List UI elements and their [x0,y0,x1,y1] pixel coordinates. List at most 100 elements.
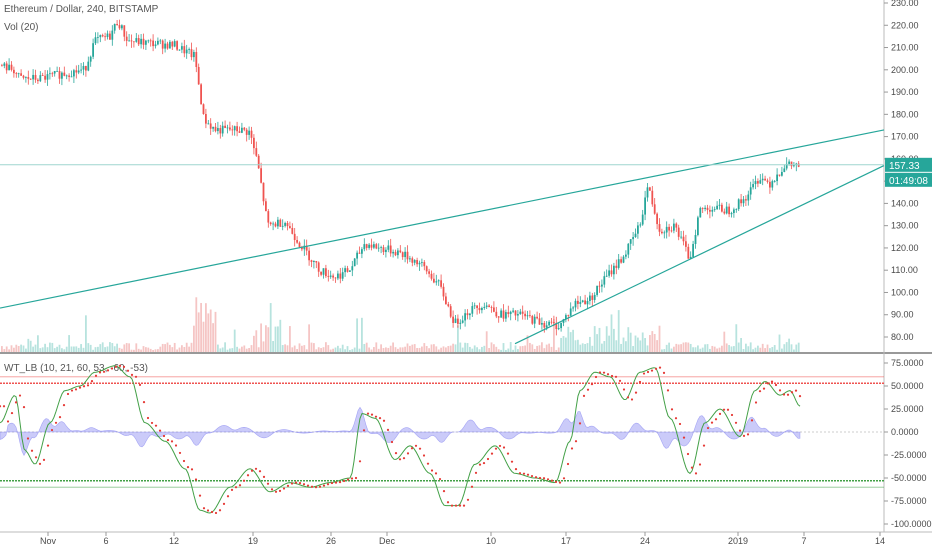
candle-body [207,123,210,125]
volume-bar [509,342,512,352]
candle-body [248,130,250,135]
candle-body [65,75,68,77]
candle-body [284,222,286,226]
wt2-dot [310,485,314,488]
volume-bar [514,345,517,352]
volume-bar [507,348,510,352]
volume-bar [577,339,579,352]
wt2-dot [230,488,234,491]
volume-bar [202,321,205,352]
candle-body [375,244,378,249]
countdown-tag [885,172,932,187]
volume-bar [473,345,476,352]
candle-body [277,219,279,227]
candle-body [685,241,687,247]
candle-body [476,305,478,308]
volume-bar [375,342,378,352]
volume-bar [673,346,675,352]
volume-bar [490,342,493,352]
volume-bar [687,342,690,352]
volume-bar [649,334,651,352]
candle-body [543,322,546,328]
candle-body [118,25,121,29]
volume-bar [730,346,733,352]
volume-bar [130,349,133,352]
wt2-dot [270,488,274,491]
candle-body [697,217,699,236]
wt2-dot [66,392,70,396]
volume-bar [670,348,673,352]
wt2-dot [438,477,442,481]
volume-bar [682,342,685,352]
volume-bar [111,343,114,352]
volume-bar [171,347,174,352]
volume-bar [718,347,721,352]
candle-body [53,71,56,74]
volume-bar [137,348,140,352]
volume-bar [337,345,339,352]
volume-bar [521,346,524,352]
wt2-dot [78,386,82,389]
candle-body [706,207,709,210]
volume-bar [598,327,601,352]
volume-bar [709,348,711,352]
wt2-dot [610,374,614,378]
candle-body [601,284,603,287]
candle-body [541,322,543,325]
candle-body [149,40,152,42]
wt2-dot [206,509,210,512]
candle-body [610,270,613,275]
wt2-dot [562,477,566,480]
wt2-dot [514,467,518,471]
candle-body [502,310,505,319]
volume-bar [257,347,260,352]
volume-bar [565,337,567,352]
time-tick-label: 10 [486,536,496,546]
candle-body [281,225,284,227]
volume-bar [605,326,608,352]
volume-bar [416,347,418,352]
candle-body [406,251,409,260]
candle-body [428,271,430,274]
price-tick-label: 210.00 [891,43,919,53]
volume-bar [231,348,234,352]
volume-bar [121,348,123,352]
volume-bars [1,297,800,352]
wt2-dot [186,466,190,469]
volume-bar [106,346,109,352]
wt2-dot [366,412,370,415]
candle-body [605,275,608,277]
candle-body [89,56,92,62]
wt2-dot [306,484,310,487]
wt2-dot [638,380,642,384]
volume-bar [29,340,32,352]
volume-bar [161,343,164,352]
volume-bar [178,347,181,352]
trendline [514,165,885,345]
wt2-dot [462,504,466,507]
candle-body [197,66,200,85]
candle-body [421,262,423,263]
candle-body [404,251,406,258]
volume-bar [363,343,366,352]
candle-body [241,127,243,133]
candle-body [711,209,714,212]
candle-body [51,73,54,75]
candle-body [550,321,553,323]
wt2-dot [662,371,666,374]
volume-bar [543,348,546,352]
volume-bar [3,349,6,352]
candle-body [178,49,181,51]
candle-body [310,260,313,262]
volume-bar [85,315,87,352]
candle-body [142,38,145,45]
candle-body [723,211,726,214]
candle-body [725,206,728,214]
volume-bar [430,344,433,352]
volume-bar [56,346,58,352]
volume-bar [128,343,130,352]
wt2-dot [74,388,78,391]
candle-body [781,171,783,176]
